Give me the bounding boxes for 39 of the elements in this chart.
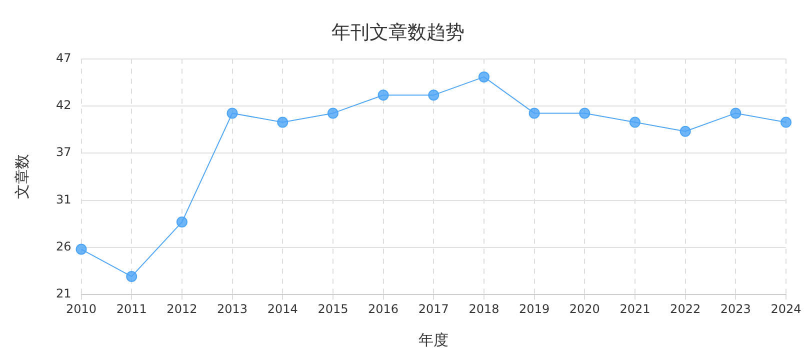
- x-tick-label: 2021: [620, 302, 650, 316]
- y-tick-label: 21: [56, 286, 72, 301]
- x-tick-label: 2019: [519, 302, 550, 316]
- x-tick-label: 2017: [418, 302, 449, 316]
- x-tick-label: 2010: [66, 302, 97, 316]
- y-tick-label: 37: [56, 145, 72, 160]
- point: [680, 126, 691, 137]
- point: [478, 71, 490, 82]
- point: [327, 108, 338, 119]
- y-tick-label: 42: [56, 98, 72, 112]
- point: [378, 90, 389, 101]
- point: [730, 108, 742, 119]
- point: [528, 108, 540, 119]
- x-tick-label: 2018: [468, 302, 500, 316]
- point: [277, 116, 288, 128]
- x-tick-label: 2024: [770, 302, 802, 316]
- y-tick-label: 26: [56, 240, 72, 254]
- y-axis-title: 文章数: [12, 154, 31, 200]
- point: [176, 216, 188, 228]
- x-tick-label: 2020: [569, 302, 600, 316]
- point: [780, 116, 792, 128]
- y-tick-label: 31: [56, 192, 72, 206]
- x-tick-label: 2011: [116, 302, 147, 316]
- point: [579, 108, 590, 119]
- x-axis-title: 年度: [418, 330, 449, 349]
- point: [226, 108, 238, 119]
- point: [126, 270, 138, 282]
- x-tick-label: 2023: [720, 302, 751, 316]
- x-tick-label: 2022: [670, 302, 701, 316]
- x-tick-label: 2014: [267, 302, 298, 316]
- chart-title: 年刊文章数趋势: [332, 21, 464, 44]
- point: [76, 244, 87, 255]
- x-tick-label: 2012: [166, 302, 198, 316]
- point: [629, 116, 640, 128]
- x-tick-label: 2016: [368, 302, 399, 316]
- y-tick-label: 47: [56, 50, 72, 65]
- point: [428, 90, 440, 101]
- x-tick-label: 2015: [318, 302, 348, 316]
- x-tick-label: 2013: [217, 302, 248, 316]
